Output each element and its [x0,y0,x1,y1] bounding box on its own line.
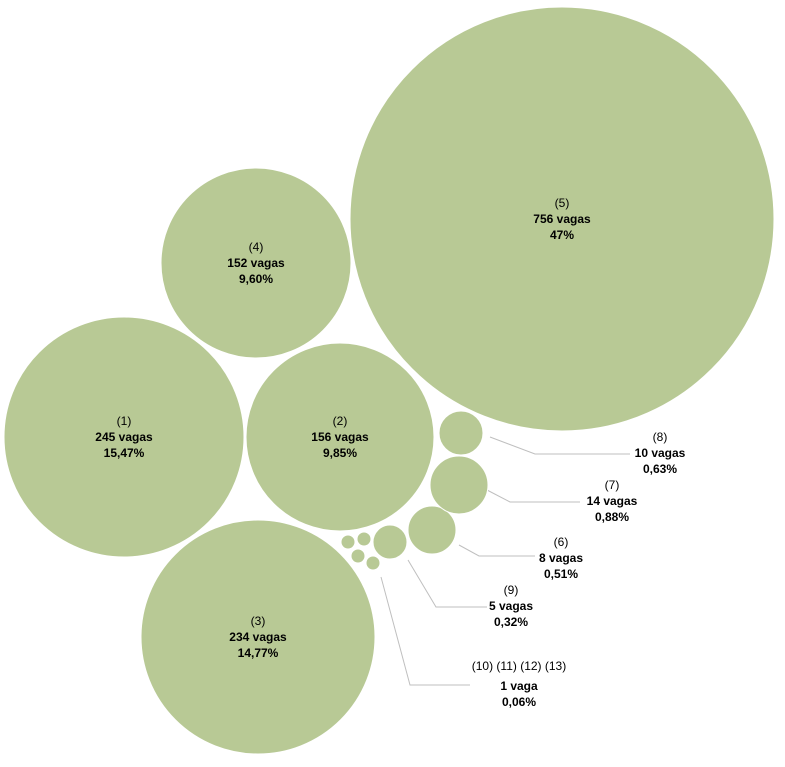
bubble-vagas-label: 5 vagas [489,599,533,613]
bubble [140,519,376,755]
leader-line [458,544,535,557]
bubble-id-label: (3) [251,614,266,628]
bubble-vagas-label: 156 vagas [311,430,369,444]
bubble [349,6,775,432]
bubble-vagas-label: 8 vagas [539,551,583,565]
bubble [407,505,457,555]
bubble-vagas-label: 234 vagas [229,630,287,644]
bubble [3,316,245,558]
bubble-percent-label: 47% [550,228,574,242]
bubble-percent-label: 15,47% [104,446,145,460]
bubble-vagas-label: 10 vagas [635,446,686,460]
group-vagas-label: 1 vaga [500,679,538,693]
bubble [350,548,366,564]
bubble [429,455,489,515]
bubble [372,524,408,560]
bubble [245,342,435,532]
bubble-vagas-label: 756 vagas [533,212,591,226]
bubble-percent-label: 0,51% [544,567,578,581]
leader-line [380,576,470,686]
bubble [356,531,372,547]
bubble-id-label: (8) [653,430,668,444]
group-id-label: (10) (11) (12) (13) [472,659,566,673]
bubble-id-label: (2) [333,414,348,428]
bubble-id-label: (9) [504,583,519,597]
leader-line [489,436,630,455]
bubble-id-label: (5) [555,196,570,210]
bubble-percent-label: 0,88% [595,510,629,524]
bubble-percent-label: 0,32% [494,615,528,629]
bubble-vagas-label: 152 vagas [227,256,285,270]
bubble-percent-label: 9,85% [323,446,357,460]
bubble [340,534,356,550]
bubble-id-label: (1) [117,414,132,428]
bubble-percent-label: 14,77% [238,646,279,660]
bubble-id-label: (7) [605,478,620,492]
bubble-percent-label: 9,60% [239,272,273,286]
bubble-vagas-label: 245 vagas [95,430,153,444]
leader-line [486,489,580,503]
bubble [365,555,381,571]
leader-line [407,559,487,608]
bubble [438,410,484,456]
bubble [160,167,352,359]
bubble-id-label: (4) [249,240,264,254]
bubble-vagas-label: 14 vagas [587,494,638,508]
group-percent-label: 0,06% [502,695,536,709]
bubble-percent-label: 0,63% [643,462,677,476]
bubble-id-label: (6) [554,535,569,549]
